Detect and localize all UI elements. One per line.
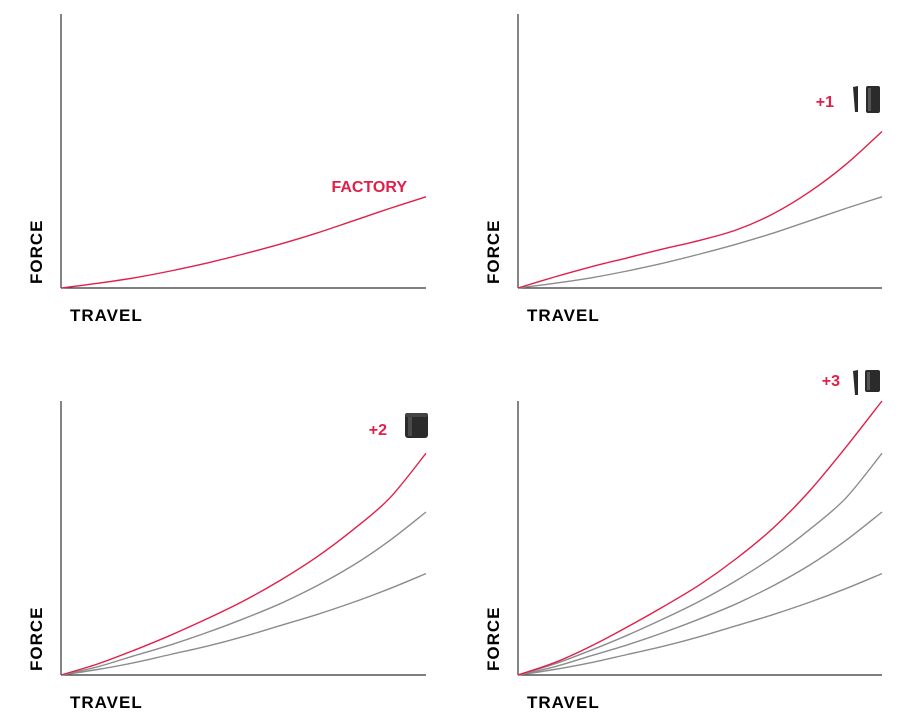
panel-plus-2: FORCE TRAVEL +2 bbox=[27, 401, 428, 712]
x-axis-label: TRAVEL bbox=[70, 693, 143, 712]
curves bbox=[517, 400, 883, 676]
x-axis-label: TRAVEL bbox=[70, 306, 143, 325]
curves bbox=[60, 452, 427, 676]
curves bbox=[60, 196, 427, 289]
reference-curve-1 bbox=[517, 572, 883, 676]
x-axis-label: TRAVEL bbox=[527, 306, 600, 325]
thick-spacer-icon bbox=[405, 413, 428, 438]
x-axis-label: TRAVEL bbox=[527, 693, 600, 712]
reference-curve-2 bbox=[517, 511, 883, 676]
annotation-label: +1 bbox=[816, 94, 834, 111]
reference-curve-1 bbox=[517, 196, 883, 289]
y-axis-label: FORCE bbox=[27, 220, 46, 285]
reference-curve-3 bbox=[517, 452, 883, 676]
panel-factory: FORCE TRAVEL FACTORY bbox=[27, 14, 427, 325]
highlighted-curve bbox=[517, 130, 883, 289]
thin-spacer-icon bbox=[853, 86, 880, 113]
reference-curve-2 bbox=[60, 511, 427, 676]
annotation-label: +3 bbox=[822, 373, 840, 390]
y-axis-label: FORCE bbox=[484, 607, 503, 672]
reference-curve-1 bbox=[60, 572, 427, 676]
y-axis-label: FORCE bbox=[27, 607, 46, 672]
highlighted-curve bbox=[60, 452, 427, 676]
annotation-label: FACTORY bbox=[331, 179, 407, 196]
panel-plus-1: FORCE TRAVEL +1 bbox=[484, 14, 883, 325]
panel-plus-3: FORCE TRAVEL +3 bbox=[484, 370, 883, 712]
y-axis-label: FORCE bbox=[484, 220, 503, 285]
curves bbox=[517, 130, 883, 289]
highlighted-curve bbox=[517, 400, 883, 676]
highlighted-curve bbox=[60, 196, 427, 289]
thick-spacer-pair-icon bbox=[853, 370, 880, 395]
annotation-label: +2 bbox=[369, 422, 387, 439]
